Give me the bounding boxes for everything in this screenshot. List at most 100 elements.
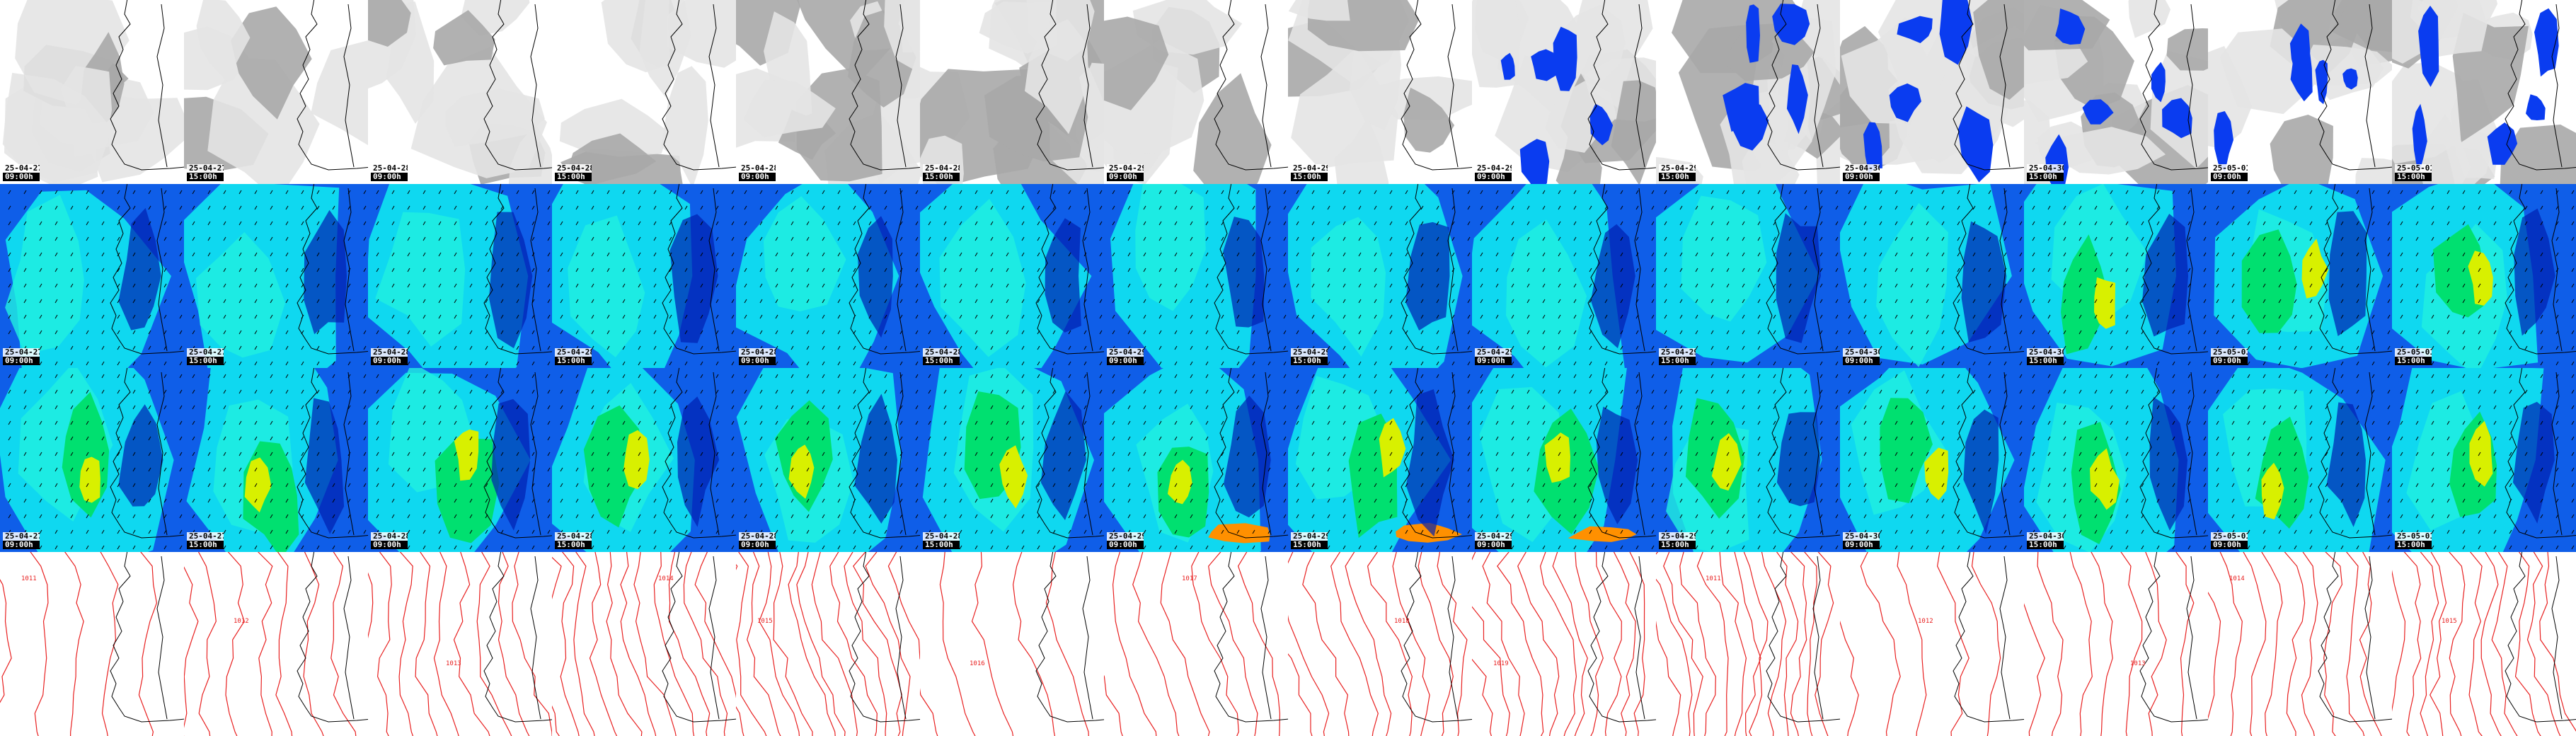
wind-gusts-map-panel: 25-04-29 15:00h (1656, 368, 1840, 552)
isobars-map-graphic: 1015 (736, 552, 920, 736)
isobar-value-label: 1017 (1182, 575, 1197, 582)
coastline (1035, 368, 1104, 539)
isobar-value-label: 1011 (1706, 575, 1721, 582)
isobars-map-panel: 1014 (2208, 552, 2392, 736)
clouds-map-panel: 25-04-30 15:00h (2024, 0, 2208, 184)
clouds-map-graphic (1288, 0, 1472, 184)
wind-map-graphic (2024, 184, 2208, 368)
wind-map-panel: 25-04-28 15:00h (920, 184, 1104, 368)
wind-map-panel: 25-04-28 09:00h (368, 184, 552, 368)
isobar-value-label: 1014 (2229, 575, 2245, 582)
coastline (1587, 0, 1656, 171)
wind-map-panel: 25-04-28 15:00h (552, 184, 736, 368)
coastline (1766, 184, 1840, 355)
wind-gusts-map-panel: 25-04-28 09:00h (736, 368, 920, 552)
isobar-value-label: 1011 (21, 575, 37, 582)
wind-map-panel: 25-04-28 09:00h (736, 184, 920, 368)
coastline (1587, 184, 1656, 355)
clouds-map-panel: 25-04-29 15:00h (1656, 0, 1840, 184)
wind-gusts-map-graphic (2024, 368, 2208, 552)
clouds-map-panel: 25-04-28 15:00h (920, 0, 1104, 184)
isobars-map-panel: 1012 (1840, 552, 2024, 736)
clouds-map-panel: 25-04-29 09:00h (1104, 0, 1288, 184)
wind-gusts-map-panel: 25-04-28 09:00h (368, 368, 552, 552)
wind-gusts-map-graphic (0, 368, 184, 552)
isobars-map-graphic: 1018 (1288, 552, 1472, 736)
wind-gusts-map-graphic (736, 368, 920, 552)
wind-gusts-map-graphic (1104, 368, 1288, 552)
coastline (1401, 0, 1472, 171)
coastline (1953, 552, 2024, 723)
clouds-map-panel: 25-04-29 15:00h (1288, 0, 1472, 184)
wind-gusts-map-panel: 25-04-28 15:00h (552, 368, 736, 552)
clouds-map-panel: 25-04-27 15:00h (184, 0, 368, 184)
wind-map-panel: 25-04-29 09:00h (1104, 184, 1288, 368)
coastline (662, 552, 736, 723)
coastline (849, 0, 920, 171)
coastline (1953, 368, 2024, 539)
wind-gusts-map-panel: 25-05-01 15:00h (2392, 368, 2576, 552)
clouds-map-graphic (1104, 0, 1288, 184)
coastline (1035, 184, 1104, 355)
wind-map-graphic (368, 184, 552, 368)
isobar-value-label: 1019 (1493, 660, 1509, 667)
wind-gusts-map-panel: 25-04-29 15:00h (1288, 368, 1472, 552)
coastline (110, 184, 184, 355)
clouds-map-panel: 25-04-28 09:00h (368, 0, 552, 184)
clouds-map-panel: 25-05-01 09:00h (2208, 0, 2392, 184)
clouds-map-panel: 25-05-01 15:00h (2392, 0, 2576, 184)
clouds-map-panel: 25-04-27 09:00h (0, 0, 184, 184)
coastline (1587, 552, 1656, 723)
clouds-map-graphic (552, 0, 736, 184)
clouds-map-graphic (184, 0, 368, 184)
coastline (110, 368, 184, 539)
coastline (483, 552, 552, 723)
coastline (662, 0, 736, 171)
coastline (110, 0, 184, 171)
isobar-value-label: 1012 (1918, 618, 1933, 625)
wind-map-graphic (920, 184, 1104, 368)
wind-gusts-map-graphic (920, 368, 1104, 552)
isobars-map-panel: 1015 (2392, 552, 2576, 736)
wind-gusts-map-panel: 25-05-01 09:00h (2208, 368, 2392, 552)
coastline (1401, 552, 1472, 723)
clouds-map-graphic (2024, 0, 2208, 184)
isobars-map-graphic: 1012 (1840, 552, 2024, 736)
coastline (297, 184, 368, 355)
coastline (1766, 552, 1840, 723)
coastline (2318, 368, 2392, 539)
wind-gusts-map-panel: 25-04-27 15:00h (184, 368, 368, 552)
wind-gusts-map-graphic (184, 368, 368, 552)
wind-gusts-map-graphic (368, 368, 552, 552)
clouds-map-graphic (1656, 0, 1840, 184)
coastline (483, 0, 552, 171)
wind-map-panel: 25-04-27 09:00h (0, 184, 184, 368)
isobar-value-label: 1015 (2442, 618, 2457, 625)
isobars-map-graphic: 1014 (2208, 552, 2392, 736)
coastline (297, 552, 368, 723)
wind-map-graphic (184, 184, 368, 368)
wind-map-panel: 25-04-30 09:00h (1840, 184, 2024, 368)
clouds-map-graphic (920, 0, 1104, 184)
isobar-value-label: 1013 (2130, 660, 2146, 667)
isobars-map-panel: 1015 (736, 552, 920, 736)
clouds-map-panel: 25-04-28 09:00h (736, 0, 920, 184)
isobars-map-graphic: 1016 (920, 552, 1104, 736)
isobars-map-panel: 1016 (920, 552, 1104, 736)
coastline (2139, 368, 2208, 539)
wind-map-graphic (2392, 184, 2576, 368)
isobars-map-graphic: 1011 (0, 552, 184, 736)
wind-gusts-map-graphic (1840, 368, 2024, 552)
isobars-map-panel: 1012 (184, 552, 368, 736)
isobars-map-graphic: 1015 (2392, 552, 2576, 736)
coastline (1766, 0, 1840, 171)
wind-map-graphic (0, 184, 184, 368)
isobar-value-label: 1018 (1394, 618, 1410, 625)
coastline (2139, 552, 2208, 723)
coastline (1035, 0, 1104, 171)
wind-map-graphic (1104, 184, 1288, 368)
coastline (1953, 0, 2024, 171)
wind-gusts-map-panel: 25-04-30 09:00h (1840, 368, 2024, 552)
wind-gusts-map-graphic (1656, 368, 1840, 552)
